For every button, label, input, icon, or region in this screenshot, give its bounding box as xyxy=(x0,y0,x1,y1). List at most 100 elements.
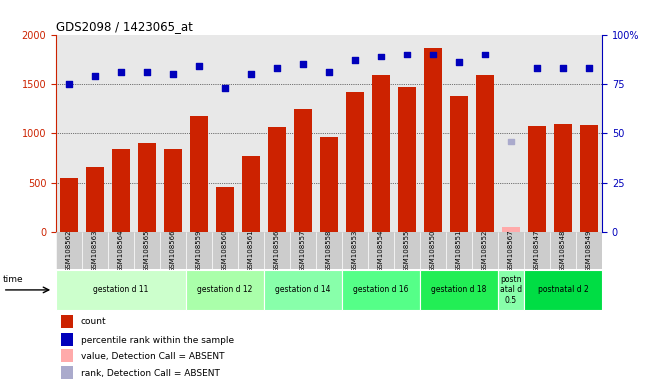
Text: GDS2098 / 1423065_at: GDS2098 / 1423065_at xyxy=(56,20,193,33)
Bar xyxy=(394,232,420,269)
Bar xyxy=(264,270,342,310)
Point xyxy=(220,85,230,91)
Point xyxy=(454,59,465,65)
Text: postnatal d 2: postnatal d 2 xyxy=(538,285,588,295)
Bar xyxy=(268,126,286,232)
Bar xyxy=(212,232,238,269)
Point xyxy=(116,69,126,75)
Bar xyxy=(238,232,264,269)
Text: gestation d 14: gestation d 14 xyxy=(275,285,331,295)
Bar xyxy=(61,315,74,328)
Point xyxy=(245,71,256,77)
Point xyxy=(168,71,178,77)
Text: GSM108552: GSM108552 xyxy=(482,229,488,272)
Text: GSM108557: GSM108557 xyxy=(300,229,306,272)
Bar xyxy=(420,270,498,310)
Text: count: count xyxy=(80,318,106,326)
Bar xyxy=(580,125,598,232)
Text: GSM108548: GSM108548 xyxy=(560,229,566,272)
Bar xyxy=(138,143,156,232)
Bar xyxy=(108,232,134,269)
Bar xyxy=(186,232,212,269)
Text: GSM108555: GSM108555 xyxy=(404,229,410,272)
Bar xyxy=(112,149,130,232)
Point xyxy=(272,65,282,71)
Point xyxy=(376,53,386,60)
Bar xyxy=(576,232,602,269)
Text: gestation d 16: gestation d 16 xyxy=(353,285,409,295)
Text: GSM108547: GSM108547 xyxy=(534,229,540,272)
Text: time: time xyxy=(3,275,24,284)
Text: GSM108549: GSM108549 xyxy=(586,229,592,272)
Bar xyxy=(134,232,160,269)
Text: GSM108566: GSM108566 xyxy=(170,229,176,272)
Bar xyxy=(264,232,290,269)
Text: GSM108563: GSM108563 xyxy=(92,229,98,272)
Bar xyxy=(86,167,104,232)
Bar xyxy=(498,232,524,269)
Bar xyxy=(398,87,416,232)
Bar xyxy=(294,109,312,232)
Point xyxy=(402,51,413,58)
Bar xyxy=(528,126,546,232)
Bar xyxy=(446,232,472,269)
Bar xyxy=(346,93,364,232)
Point xyxy=(89,73,100,79)
Point xyxy=(506,138,517,144)
Bar xyxy=(56,270,186,310)
Text: postn
atal d
0.5: postn atal d 0.5 xyxy=(500,275,522,305)
Bar xyxy=(524,270,602,310)
Bar xyxy=(190,116,208,232)
Bar xyxy=(372,75,390,232)
Point xyxy=(532,65,542,71)
Bar xyxy=(242,156,260,232)
Text: GSM108567: GSM108567 xyxy=(508,229,514,272)
Text: GSM108554: GSM108554 xyxy=(378,229,384,272)
Text: rank, Detection Call = ABSENT: rank, Detection Call = ABSENT xyxy=(80,369,219,377)
Bar xyxy=(61,366,74,379)
Text: GSM108558: GSM108558 xyxy=(326,229,332,272)
Text: GSM108561: GSM108561 xyxy=(248,229,254,272)
Point xyxy=(480,51,490,58)
Bar xyxy=(316,232,342,269)
Bar xyxy=(164,149,182,232)
Text: gestation d 12: gestation d 12 xyxy=(197,285,253,295)
Bar xyxy=(368,232,394,269)
Text: GSM108560: GSM108560 xyxy=(222,229,228,272)
Point xyxy=(193,63,204,69)
Point xyxy=(141,69,152,75)
Text: GSM108551: GSM108551 xyxy=(456,229,462,272)
Point xyxy=(428,51,438,58)
Point xyxy=(350,57,361,63)
Bar xyxy=(502,227,520,232)
Bar xyxy=(160,232,186,269)
Text: percentile rank within the sample: percentile rank within the sample xyxy=(80,336,234,345)
Bar xyxy=(290,232,316,269)
Text: GSM108553: GSM108553 xyxy=(352,229,358,272)
Text: GSM108559: GSM108559 xyxy=(196,229,202,272)
Bar xyxy=(424,48,442,232)
Bar xyxy=(524,232,550,269)
Bar xyxy=(60,178,78,232)
Point xyxy=(64,81,74,87)
Point xyxy=(297,61,308,67)
Point xyxy=(558,65,569,71)
Text: GSM108556: GSM108556 xyxy=(274,229,280,272)
Bar xyxy=(82,232,108,269)
Text: GSM108550: GSM108550 xyxy=(430,229,436,272)
Bar xyxy=(554,124,572,232)
Bar xyxy=(56,232,82,269)
Bar xyxy=(420,232,446,269)
Bar xyxy=(320,137,338,232)
Bar xyxy=(186,270,264,310)
Bar xyxy=(476,75,494,232)
Bar xyxy=(342,270,420,310)
Bar xyxy=(450,96,468,232)
Bar xyxy=(498,270,524,310)
Bar xyxy=(342,232,368,269)
Bar xyxy=(216,187,234,232)
Bar xyxy=(550,232,576,269)
Text: GSM108565: GSM108565 xyxy=(144,229,150,272)
Text: gestation d 18: gestation d 18 xyxy=(432,285,487,295)
Text: GSM108562: GSM108562 xyxy=(66,229,72,272)
